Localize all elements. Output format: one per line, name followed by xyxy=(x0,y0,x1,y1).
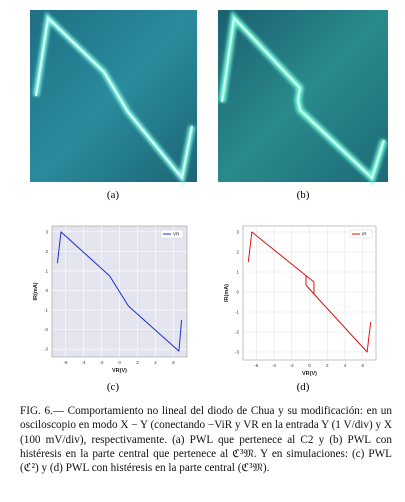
y-axis-label: IR(mA) xyxy=(33,282,39,300)
series-line xyxy=(247,231,372,353)
x-tick-label: -6 xyxy=(254,363,258,368)
panel-label: (a) xyxy=(107,189,120,201)
caption: FIG. 6.— Comportamiento no lineal del di… xyxy=(20,405,392,475)
figure: (a) (b) (c) (d) -6 -4 -2 0 2 4 6 -3 -2 -1 0 1 2 3 VR(V… xyxy=(30,10,388,393)
y-tick-label: -2 xyxy=(44,327,48,332)
y-tick-label: -3 xyxy=(44,347,48,352)
x-tick-label: 6 xyxy=(172,360,175,365)
y-tick-label: 3 xyxy=(45,229,48,234)
y-tick-label: 1 xyxy=(45,268,48,273)
legend-box xyxy=(349,229,373,239)
x-tick-label: -2 xyxy=(290,363,294,368)
x-tick-label: 0 xyxy=(118,360,121,365)
x-tick-label: -6 xyxy=(63,360,67,365)
x-tick-label: -2 xyxy=(99,360,103,365)
x-tick-label: 4 xyxy=(154,360,157,365)
photo-a xyxy=(30,10,197,185)
y-tick-label: -2 xyxy=(235,330,239,335)
y-tick-label: 2 xyxy=(45,249,48,254)
y-tick-label: 1 xyxy=(236,270,239,275)
y-tick-label: 3 xyxy=(236,230,239,235)
panel-label: (d) xyxy=(297,381,310,393)
series-line xyxy=(56,231,183,352)
legend-label: IR xyxy=(362,232,367,237)
legend-label: VR xyxy=(173,232,180,237)
x-axis-label: VR(V) xyxy=(302,371,317,377)
x-axis-label: VR(V) xyxy=(112,368,127,374)
y-tick-label: -1 xyxy=(44,308,48,313)
x-tick-label: 0 xyxy=(308,363,311,368)
x-tick-label: 4 xyxy=(344,363,347,368)
y-axis-label: IR(mA) xyxy=(224,284,230,302)
panel-label: (b) xyxy=(297,189,310,201)
x-tick-label: -4 xyxy=(272,363,276,368)
x-tick-label: 2 xyxy=(326,363,329,368)
x-tick-label: 6 xyxy=(361,363,364,368)
y-tick-label: 0 xyxy=(236,290,239,295)
y-tick-label: -1 xyxy=(235,310,239,315)
y-tick-label: 2 xyxy=(236,250,239,255)
x-tick-label: 2 xyxy=(136,360,139,365)
x-tick-label: -4 xyxy=(81,360,85,365)
y-tick-label: 0 xyxy=(45,288,48,293)
legend-box xyxy=(160,229,184,239)
photo-b xyxy=(218,10,388,185)
y-tick-label: -3 xyxy=(235,350,239,355)
panel-label: (c) xyxy=(107,381,120,393)
